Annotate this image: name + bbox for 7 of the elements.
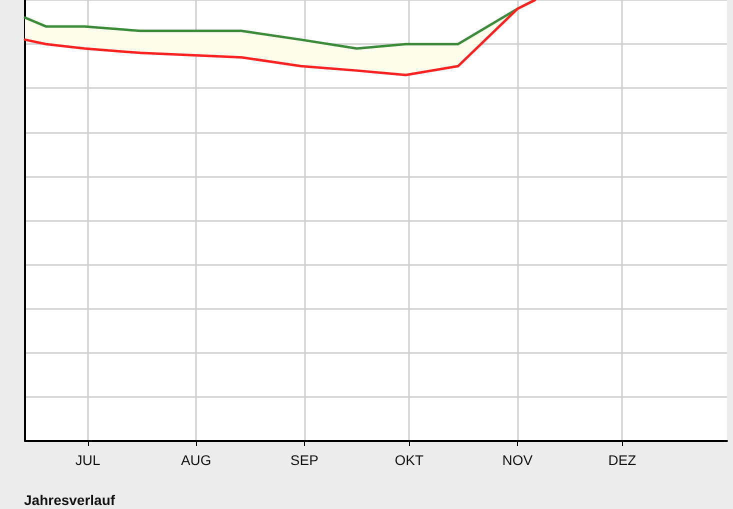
x-tick-label: SEP bbox=[290, 452, 318, 468]
x-tick-label: DEZ bbox=[608, 452, 637, 468]
x-tick-label: JUL bbox=[75, 452, 101, 468]
x-axis-title: Jahresverlauf bbox=[24, 492, 116, 508]
x-tick-label: AUG bbox=[180, 452, 212, 468]
x-tick-label: NOV bbox=[502, 452, 534, 468]
x-tick-label: OKT bbox=[394, 452, 424, 468]
